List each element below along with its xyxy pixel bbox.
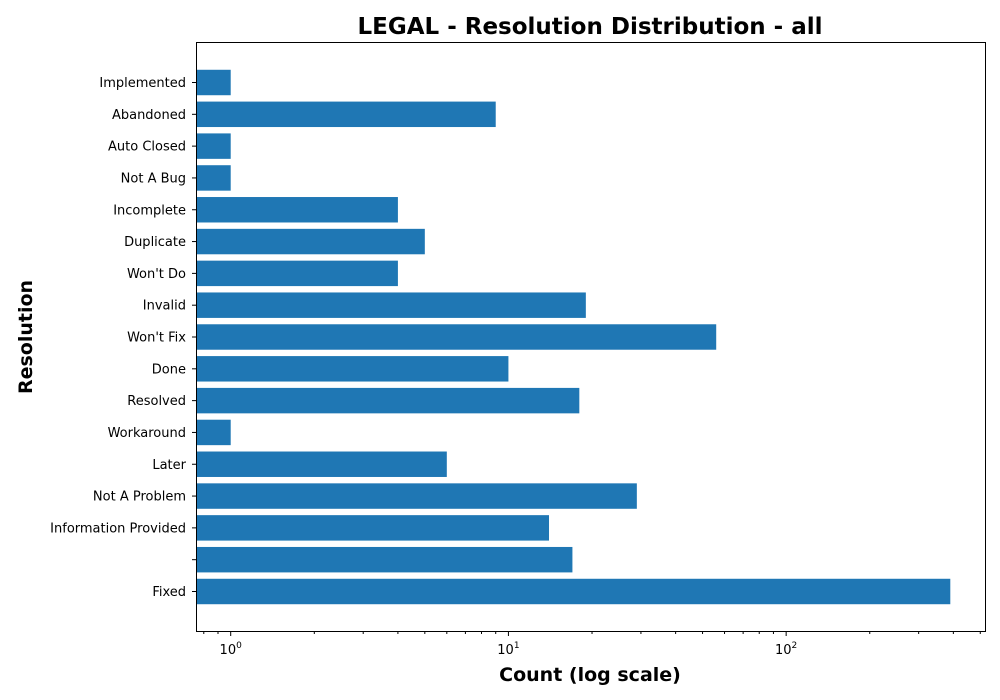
x-axis-label: Count (log scale) [499,664,681,686]
bar-not-a-problem [196,483,637,509]
bar-duplicate [196,228,425,255]
bar-resolved [196,387,580,414]
x-tick-label: 101 [497,641,519,658]
y-tick-label: Workaround [108,426,186,441]
y-tick-label: Duplicate [124,235,186,250]
y-tick-label: Resolved [127,394,186,409]
x-tick-label: 102 [775,641,797,658]
bar-workaround [196,419,231,446]
bar-won-t-do [196,260,398,287]
bars-group [196,69,951,605]
y-tick-label: Won't Do [127,267,186,282]
y-tick-label: Information Provided [50,521,186,536]
bar-fixed [196,578,951,605]
bar-not-a-bug [196,165,231,191]
bar-auto-closed [196,133,231,159]
plot-frame [196,42,986,632]
y-tick-label: Auto Closed [108,140,186,155]
bar-later [196,451,447,477]
y-tick-label: Abandoned [112,108,186,123]
y-tick-label: Won't Fix [127,331,186,346]
y-tick-label: Later [152,458,186,473]
bar-won-t-fix [196,324,717,350]
y-tick-label: Fixed [152,585,186,600]
bar-information-provided [196,515,550,541]
y-axis-label: Resolution [15,280,37,394]
bar-abandoned [196,101,496,128]
y-tick-label: Implemented [99,76,186,91]
y-tick-label: Not A Problem [93,490,186,505]
bar-implemented [196,69,231,96]
y-tick-label: Done [152,362,186,377]
bar-blank [196,546,573,573]
x-axis-ticks: 100 101 102 [203,631,981,658]
chart-title: LEGAL - Resolution Distribution - all [357,14,822,40]
y-tick-label: Incomplete [113,203,186,218]
y-tick-label: Invalid [143,299,186,314]
x-tick-label: 100 [220,641,243,658]
y-tick-label: Not A Bug [121,171,186,186]
bar-invalid [196,292,586,318]
bar-incomplete [196,197,398,223]
y-axis-ticks: Fixed Information Provided Not A Problem La… [50,76,196,600]
bar-done [196,356,509,382]
